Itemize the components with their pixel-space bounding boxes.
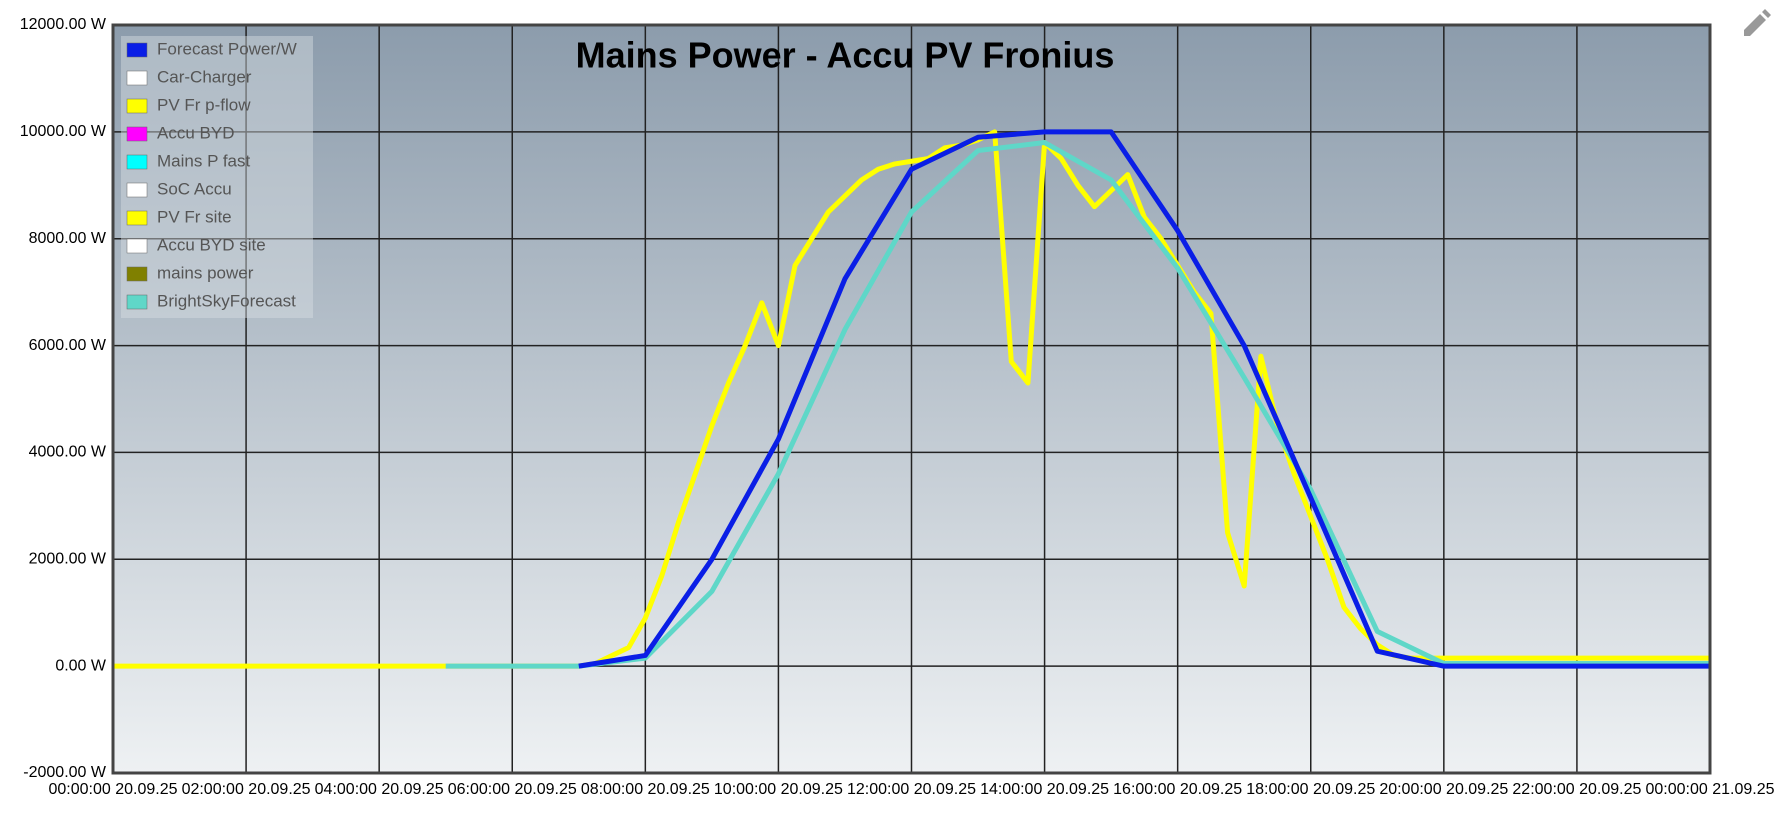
x-tick-label: 08:00:00 20.09.25 [581,781,710,798]
x-tick-label: 16:00:00 20.09.25 [1113,781,1242,798]
lines [113,129,1710,669]
legend-label: Forecast Power/W [157,39,297,58]
legend-swatch [126,182,148,198]
pencil[interactable] [1744,9,1771,36]
x-tick-label: 10:00:00 20.09.25 [714,781,843,798]
legend-swatch [126,70,148,86]
legend-swatch [126,98,148,114]
x-tick-label: 20:00:00 20.09.25 [1379,781,1508,798]
y-tick-label: 4000.00 W [29,444,107,461]
x-tick-label: 12:00:00 20.09.25 [847,781,976,798]
y-tick-label: 2000.00 W [29,551,107,568]
x-tick-label: 02:00:00 20.09.25 [182,781,311,798]
legend-label: PV Fr p-flow [157,95,251,114]
y-tick-label: 12000.00 W [20,16,107,33]
legend-swatch [126,266,148,282]
legend-label: BrightSkyForecast [157,291,296,310]
legend-label: Car-Charger [157,67,252,86]
x-tick-label: 00:00:00 21.09.25 [1645,781,1774,798]
legend-swatch [126,210,148,226]
legend-swatch [126,238,148,254]
legend-box [121,36,313,318]
x-tick-label: 22:00:00 20.09.25 [1512,781,1641,798]
legend-label: mains power [157,263,254,282]
plot-frame [111,23,1712,775]
series-line [578,129,1710,669]
x-tick-label: 00:00:00 20.09.25 [48,781,177,798]
legend-swatch [126,42,148,58]
x-tick-label: 18:00:00 20.09.25 [1246,781,1375,798]
y-tick-label: 6000.00 W [29,337,107,354]
x-tick-label: 06:00:00 20.09.25 [448,781,577,798]
x-tick-label: 04:00:00 20.09.25 [315,781,444,798]
x-tick-label: 14:00:00 20.09.25 [980,781,1109,798]
legend-label: Accu BYD site [157,235,266,254]
legend-swatch [126,294,148,310]
series-line [445,140,1710,669]
edit-icon[interactable] [1744,9,1771,36]
series-line [113,129,1710,669]
legend-swatch [126,154,148,170]
y-tick-label: -2000.00 W [23,764,107,781]
legend-swatch [126,126,148,142]
y-tick-label: 8000.00 W [29,230,107,247]
legend-label: SoC Accu [157,179,232,198]
legend: Forecast Power/W Car-Charger PV Fr p-flow A… [126,39,297,310]
legend-label: Mains P fast [157,151,251,170]
chart-title: Mains Power - Accu PV Fronius [576,35,1115,76]
y-tick-label: 0.00 W [55,657,107,674]
y-tick-label: 10000.00 W [20,123,107,140]
legend-label: Accu BYD [157,123,234,142]
legend-label: PV Fr site [157,207,232,226]
